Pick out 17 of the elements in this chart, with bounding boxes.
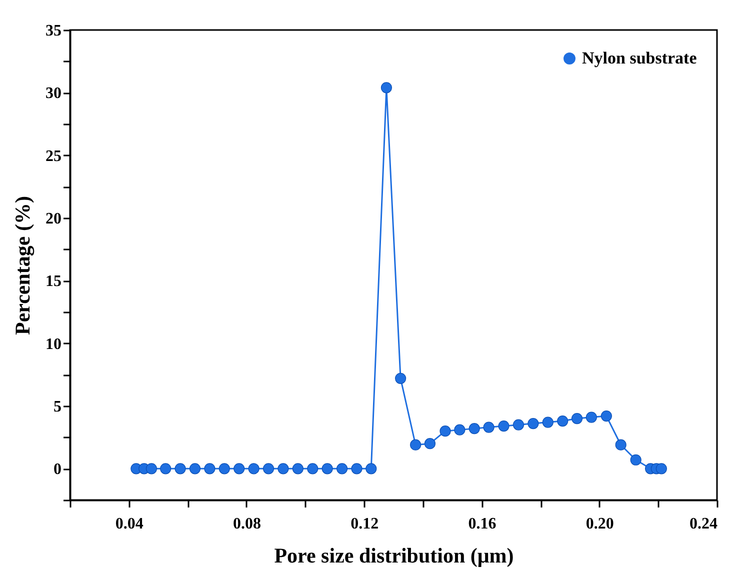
text: 0.20 xyxy=(586,516,614,532)
y-tick-label: 35 xyxy=(46,22,62,40)
y-axis-title: Percentage (%) xyxy=(10,196,34,335)
y-tick-label: 20 xyxy=(46,210,62,228)
x-tick-label: 0.16 xyxy=(468,516,496,532)
x-axis-title: Pore size distribution (μm) xyxy=(274,544,514,568)
y-tick-label: 30 xyxy=(46,85,62,102)
x-tick-label: 0.24 xyxy=(690,516,718,532)
legend-label: Nylon substrate xyxy=(582,48,698,68)
text: 0.04 xyxy=(115,516,144,532)
x-tick-label: 0.12 xyxy=(350,516,379,532)
y-tick-label: 0 xyxy=(54,461,62,478)
y-tick-label: 15 xyxy=(46,273,62,290)
y-tick-label: 5 xyxy=(54,398,62,416)
y-tick-label: 10 xyxy=(46,336,62,353)
x-tick-label: 0.08 xyxy=(232,516,261,532)
y-tick-label: 25 xyxy=(46,148,62,165)
